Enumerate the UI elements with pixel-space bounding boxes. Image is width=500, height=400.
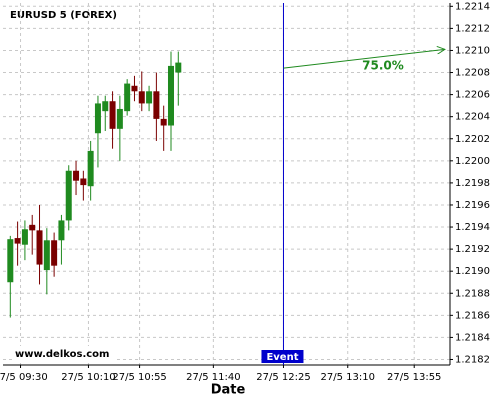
y-tick-label: 1.2214 (455, 1, 490, 12)
candle-body (14, 238, 21, 244)
candle-body (167, 65, 174, 126)
candle-body (94, 103, 101, 134)
y-tick-label: 1.2198 (455, 178, 490, 189)
candle-body (7, 239, 14, 283)
y-tick-label: 1.2196 (455, 200, 490, 211)
y-tick-label: 1.2208 (455, 68, 490, 79)
x-tick-label: 27/5 10:10 (61, 372, 115, 383)
event-label: Event (266, 352, 298, 363)
y-tick-label: 1.2204 (455, 112, 490, 123)
candle-body (102, 101, 109, 112)
y-tick-label: 1.2188 (455, 288, 490, 299)
x-axis-label: Date (211, 383, 246, 398)
event-label-bg (261, 350, 304, 363)
forecast-label: 75.0% (362, 59, 404, 73)
y-tick-label: 1.2190 (455, 266, 490, 277)
y-tick-label: 1.2206 (455, 90, 490, 101)
candle-body (43, 240, 50, 271)
y-tick-label: 1.2200 (455, 156, 490, 167)
x-tick-label: 27/5 12:25 (256, 372, 310, 383)
x-tick-label: 27/5 13:55 (387, 372, 441, 383)
candle-body (109, 101, 116, 129)
candle-body (51, 240, 58, 266)
candle-body (21, 229, 28, 245)
candle-body (146, 91, 153, 104)
y-tick-label: 1.2182 (455, 354, 490, 365)
y-tick-label: 1.2194 (455, 222, 490, 233)
candle-body (160, 118, 167, 126)
x-tick-label: 27/5 11:40 (186, 372, 240, 383)
candle-body (153, 91, 160, 119)
candle-body (58, 220, 65, 241)
candle-body (124, 83, 131, 112)
watermark: www.delkos.com (15, 349, 109, 360)
candle-body (116, 108, 123, 129)
candle-body (138, 91, 145, 104)
candle-body (73, 170, 80, 181)
candle-body (131, 85, 138, 92)
x-tick-label: 27/5 09:30 (0, 372, 48, 383)
watermark-bg (12, 346, 114, 360)
y-tick-label: 1.2186 (455, 310, 490, 321)
y-tick-label: 1.2202 (455, 134, 490, 145)
candle-body (80, 178, 87, 186)
y-tick-label: 1.2210 (455, 45, 490, 56)
candle-body (175, 62, 182, 73)
candle-body (29, 224, 36, 231)
y-tick-label: 1.2192 (455, 244, 490, 255)
candle-body (36, 230, 43, 265)
candle-body (87, 150, 94, 187)
candle-body (65, 170, 72, 221)
y-tick-label: 1.2212 (455, 23, 490, 34)
x-tick-label: 27/5 13:10 (321, 372, 375, 383)
forecast-arrow (283, 49, 444, 69)
x-tick-label: 27/5 10:55 (112, 372, 166, 383)
y-tick-label: 1.2184 (455, 332, 490, 343)
chart-title: EURUSD 5 (FOREX) (10, 10, 117, 21)
